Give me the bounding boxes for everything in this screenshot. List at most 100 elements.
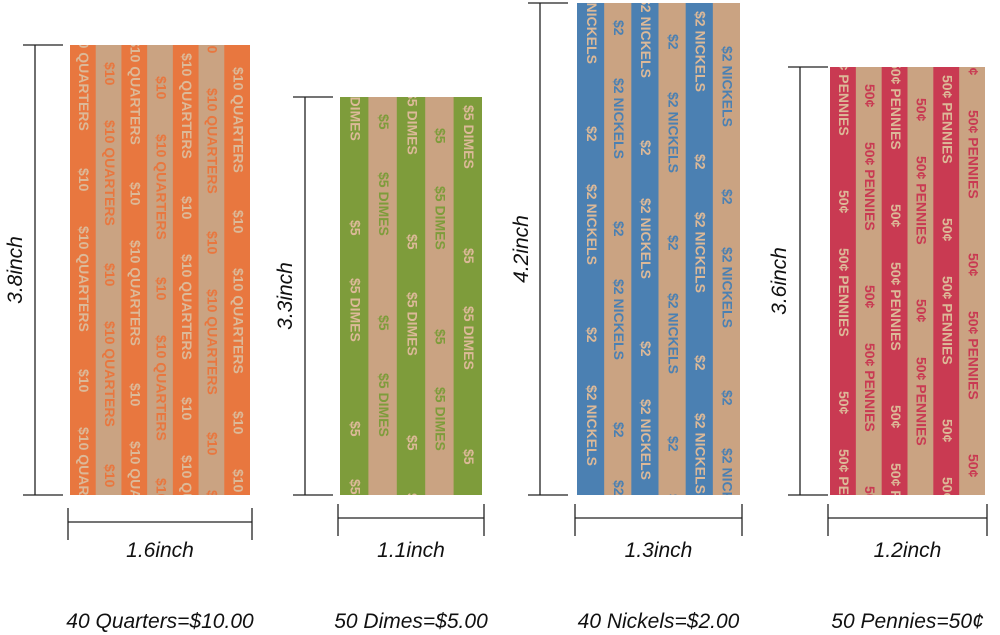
stripe-text: 50¢: [914, 299, 930, 323]
stripe-text: $2: [638, 140, 654, 156]
stripe-text: $5: [461, 449, 477, 465]
coin-wrapper: $5 DIMES $5 $5 DIMES $5 $5 DIMES $5 $5 DIMES $5…: [340, 91, 482, 557]
stripe-text: $10: [153, 478, 169, 502]
coin-wrapper: $10 QUARTERS $10 $10 QUARTERS $10 $10 QUARTE…: [70, 25, 250, 596]
stripe-text: $10 QUARTERS: [102, 120, 118, 226]
height-label: 3.3inch: [274, 262, 297, 330]
stripe-text: 50¢ PENNIES: [940, 477, 956, 566]
stripe-text: $10: [76, 168, 92, 192]
stripe-text: $2 NICKELS: [720, 247, 736, 328]
stripe-text: $10 QUARTERS: [76, 427, 92, 533]
stripe-text: $5: [376, 315, 392, 331]
stripe-text: $2 NICKELS: [638, 399, 654, 480]
wrapper-stripe: [453, 97, 482, 495]
stripe-text: $2: [665, 235, 681, 251]
height-label: 3.6inch: [768, 247, 791, 315]
stripe-text: $10 QUARTERS: [76, 25, 92, 131]
stripe-text: 50¢: [965, 52, 981, 76]
wrapper-stripe: [881, 67, 908, 495]
stripe-text: $2 NICKELS: [665, 92, 681, 173]
stripe-text: $10 QUARTERS: [205, 490, 221, 596]
stripe-text: $10 QUARTERS: [230, 67, 246, 173]
stripe-text: 50¢ PENNIES: [836, 248, 852, 337]
stripe-text: $5 DIMES: [433, 387, 449, 451]
caption: 40 Quarters=$10.00: [66, 610, 254, 633]
stripe-text: $2 NICKELS: [611, 78, 627, 159]
wrapper-stripe: [830, 67, 856, 495]
stripe-text: 50¢ PENNIES: [836, 449, 852, 538]
wrapper-stripe: [340, 97, 369, 495]
stripe-text: $10 QUARTERS: [153, 134, 169, 240]
stripe-text: $5 DIMES: [347, 278, 363, 342]
stripe-text: $10 QUARTERS: [205, 289, 221, 395]
stripe-text: $10 QUARTERS: [128, 39, 144, 145]
stripe-text: $2: [638, 341, 654, 357]
stripe-text: $5: [347, 220, 363, 236]
wrapper-stripe: [121, 45, 148, 495]
stripe-text: $5 DIMES: [347, 479, 363, 543]
stripe-text: $10 QUARTERS: [179, 53, 195, 159]
stripe-text: $2: [693, 154, 709, 170]
stripe-text: $2 NICKELS: [693, 11, 709, 92]
wrapper-stripe: [631, 3, 659, 495]
stripe-text: $2 NICKELS: [693, 212, 709, 293]
stripe-text: 50¢ PENNIES: [965, 512, 981, 601]
wrapper-stripe: [224, 45, 250, 495]
stripe-text: $10 QUARTERS: [230, 469, 246, 575]
width-label: 1.1inch: [377, 539, 445, 562]
stripe-text: 50¢ PENNIES: [862, 142, 878, 231]
stripe-text: $2 NICKELS: [611, 480, 627, 561]
stripe-text: 50¢: [914, 500, 930, 524]
stripe-text: $5: [376, 114, 392, 130]
stripe-text: 50¢: [836, 391, 852, 415]
stripe-text: 50¢ PENNIES: [888, 61, 904, 150]
stripe-text: $2: [665, 34, 681, 50]
stripe-text: $10: [205, 231, 221, 255]
stripe-text: $5 DIMES: [376, 373, 392, 437]
stripe-text: $5: [433, 128, 449, 144]
caption: 50 Pennies=50¢: [831, 610, 984, 633]
stripe-text: $2 NICKELS: [584, 184, 600, 265]
stripe-text: $5 DIMES: [461, 306, 477, 370]
stripe-text: $5 DIMES: [404, 493, 420, 557]
stripe-text: $10: [205, 432, 221, 456]
stripe-text: $2: [720, 0, 736, 4]
stripe-text: $5: [404, 435, 420, 451]
stripe-text: $10: [128, 182, 144, 206]
wrapper-stripe: [172, 45, 199, 495]
stripe-text: $2: [584, 327, 600, 343]
stripe-text: 50¢: [914, 98, 930, 122]
stripe-text: $2 NICKELS: [693, 413, 709, 494]
stripe-text: $10: [230, 411, 246, 435]
stripe-text: 50¢: [965, 454, 981, 478]
coin-wrapper: $2 NICKELS $2 $2 NICKELS $2 $2 NICKELS $2 $2 N…: [577, 0, 740, 561]
stripe-text: $2: [611, 422, 627, 438]
stripe-text: $10 QUARTERS: [230, 268, 246, 374]
stripe-text: $10: [153, 277, 169, 301]
stripe-text: $5: [433, 329, 449, 345]
stripe-text: $10 QUARTERS: [179, 254, 195, 360]
stripe-text: 50¢ PENNIES: [836, 47, 852, 136]
caption: 50 Dimes=$5.00: [334, 610, 488, 633]
stripe-text: $2 NICKELS: [665, 293, 681, 374]
stripe-text: $2: [665, 436, 681, 452]
height-label: 3.8inch: [4, 236, 27, 304]
stripe-text: 50¢ PENNIES: [965, 110, 981, 199]
stripe-text: 50¢ PENNIES: [888, 262, 904, 351]
stripe-text: $2: [693, 355, 709, 371]
stripe-text: $2: [720, 390, 736, 406]
stripe-text: $5 DIMES: [404, 91, 420, 155]
stripe-text: $5: [347, 421, 363, 437]
stripe-text: $5: [461, 248, 477, 264]
stripe-text: $10: [76, 369, 92, 393]
stripe-text: $10 QUARTERS: [76, 226, 92, 332]
stripe-text: 50¢: [862, 84, 878, 108]
stripe-text: 50¢ PENNIES: [888, 463, 904, 552]
stripe-text: $10 QUARTERS: [102, 321, 118, 427]
wrapper-stripe: [933, 67, 960, 495]
stripe-text: $10: [179, 196, 195, 220]
wrapper-stripe: [70, 45, 96, 495]
stripe-text: 50¢: [965, 253, 981, 277]
stripe-text: $2 NICKELS: [720, 448, 736, 529]
